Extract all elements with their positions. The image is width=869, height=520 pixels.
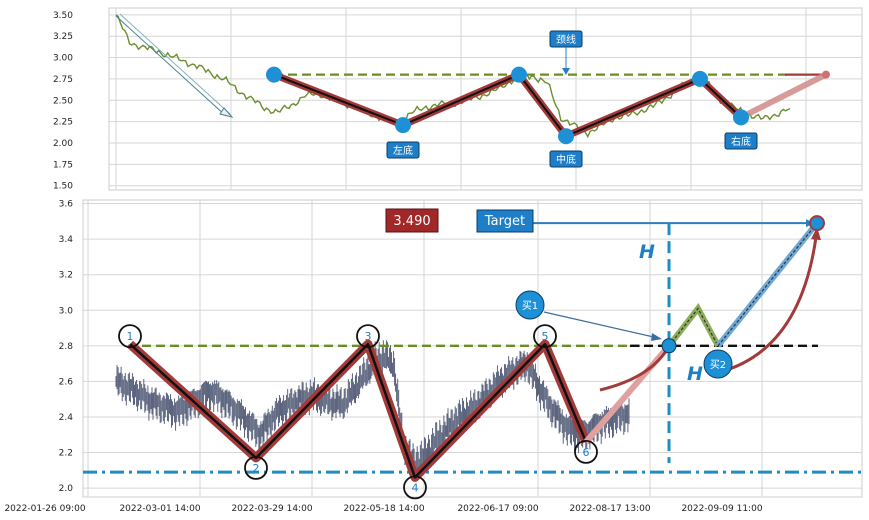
target-value-box (385, 208, 439, 233)
pivot-label: 3 (365, 330, 372, 343)
top-decline-arrow-edge (119, 13, 231, 115)
pivot-label: 1 (127, 330, 134, 343)
neckline-pointer-head (562, 68, 570, 75)
projection-segment-3-dash (717, 222, 818, 347)
bottom-y-tick-label: 3.0 (59, 306, 74, 316)
bottom-x-tick-label: 2022-06-17 09:00 (457, 504, 538, 514)
bottom-x-tick-label: 2022-05-18 14:00 (343, 504, 424, 514)
bottom-y-tick-label: 3.2 (59, 271, 73, 281)
buy-1-label-circle (515, 290, 545, 320)
bottom-y-tick-label: 2.0 (59, 484, 74, 494)
top-y-tick-label: 2.25 (53, 118, 73, 128)
bottom-x-tick-label: 2022-03-29 14:00 (231, 504, 312, 514)
middle-bottom-label-box (549, 150, 583, 168)
pivot-circle (118, 324, 142, 349)
curve-arrow-2-head (811, 227, 821, 241)
top-y-tick-label: 3.00 (53, 54, 73, 64)
bottom-y-tick-label: 2.6 (59, 377, 74, 387)
bottom-y-axis: 3.6 3.4 3.2 3.0 2.8 2.6 2.4 2.2 2.0 (59, 200, 74, 495)
bottom-panel: 3.6 3.4 3.2 3.0 2.8 2.6 2.4 2.2 2.0 2022-01-26 0… (4, 199, 863, 514)
top-y-tick-label: 1.75 (53, 160, 73, 170)
buy-1-pointer-head (651, 333, 662, 341)
pivot-circle (356, 324, 380, 349)
top-y-tick-label: 2.00 (53, 139, 73, 149)
middle-bottom-label: 中底 (556, 153, 576, 166)
bottom-x-axis: 2022-01-26 09:00 2022-03-01 14:00 2022-03-… (4, 504, 762, 514)
bottom-y-tick-label: 2.8 (59, 342, 74, 352)
target-marker (809, 215, 825, 232)
top-y-tick-label: 2.75 (53, 75, 73, 85)
top-pattern-marker (511, 66, 527, 83)
pivot-label: 2 (253, 462, 260, 475)
top-pattern-marker (395, 117, 411, 134)
bottom-annotations: 1 2 3 4 5 6 买1 买2 H H 3.490 Target (118, 208, 733, 500)
top-pattern-marker (822, 70, 830, 79)
target-value-label: 3.490 (393, 214, 430, 229)
curve-arrow-2 (719, 236, 818, 374)
pivot-circle (533, 324, 557, 349)
left-bottom-label: 左底 (393, 144, 413, 157)
target-text-box (476, 209, 534, 233)
top-y-tick-label: 1.50 (53, 182, 73, 192)
top-pattern-marker (266, 66, 282, 83)
buy-2-label-circle (703, 349, 733, 379)
top-y-tick-label: 2.50 (53, 96, 73, 106)
right-bottom-label: 右底 (731, 135, 751, 148)
buy-2-label: 买2 (710, 359, 726, 371)
pivot-label: 4 (412, 481, 419, 494)
pivot-label: 5 (542, 330, 549, 343)
bottom-grid (83, 200, 862, 497)
bottom-y-tick-label: 3.6 (59, 200, 74, 210)
right-bottom-label-box (724, 132, 758, 150)
breakout-marker (661, 338, 677, 354)
buy-1-label: 买1 (522, 300, 538, 312)
bottom-x-tick-label: 2022-08-17 13:00 (569, 504, 650, 514)
bottom-zigzag-inner (129, 342, 588, 479)
pivot-label: 6 (583, 446, 590, 459)
buy-1-pointer (543, 311, 659, 339)
left-bottom-label-box (386, 141, 420, 159)
top-pattern-marker (558, 128, 574, 145)
bottom-x-tick-label: 2022-03-01 14:00 (119, 504, 200, 514)
bottom-y-tick-label: 2.4 (59, 413, 74, 423)
top-y-tick-label: 3.25 (53, 32, 73, 42)
bottom-pattern (83, 215, 862, 482)
projection-segment-2-dash (668, 307, 719, 347)
top-zigzag-inner (273, 73, 742, 138)
curve-arrow-1 (599, 347, 670, 392)
top-plot-area (108, 7, 863, 191)
height-label-lower: H (687, 363, 703, 385)
pivot-circle (244, 455, 268, 480)
top-y-tick-label: 3.50 (53, 11, 73, 21)
top-decline-arrow-head (219, 107, 234, 118)
top-projection-segment (739, 71, 828, 121)
top-pattern-marker (692, 70, 708, 87)
top-pattern-marker (733, 109, 749, 126)
height-label-upper: H (639, 241, 655, 263)
neckline-label: 颈线 (556, 33, 576, 46)
bottom-x-tick-label: 2022-01-26 09:00 (4, 504, 85, 514)
top-decline-arrow (115, 15, 227, 117)
bottom-x-tick-label: 2022-09-09 11:00 (681, 504, 762, 514)
bottom-y-tick-label: 3.4 (59, 235, 74, 245)
pivot-circle (403, 475, 427, 500)
bottom-y-tick-label: 2.2 (59, 449, 73, 459)
top-y-axis: 3.50 3.25 3.00 2.75 2.50 2.25 2.00 1.75 1.50 (53, 11, 73, 192)
pivot-circle (574, 439, 598, 464)
top-pattern (115, 13, 830, 145)
bottom-plot-area (82, 199, 863, 498)
top-panel: 3.50 3.25 3.00 2.75 2.50 2.25 2.00 1.75 1.50 颈线左… (53, 7, 863, 192)
target-text-label: Target (484, 214, 525, 229)
